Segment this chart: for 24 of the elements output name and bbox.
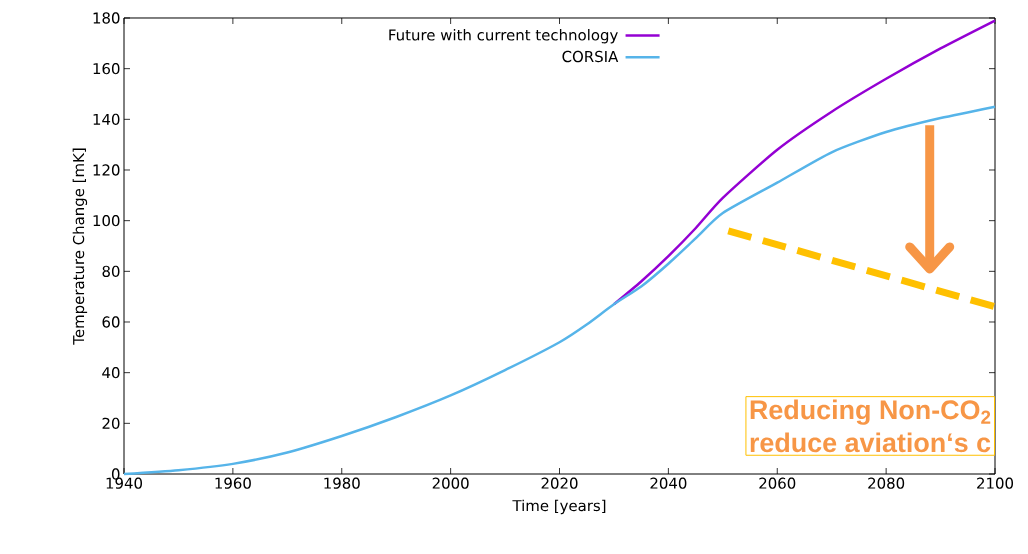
x-tick-label: 2060 xyxy=(759,477,796,489)
y-tick-label: 20 xyxy=(102,417,120,429)
line-series xyxy=(122,105,997,476)
x-tick-label: 2040 xyxy=(650,477,687,489)
y-tick-label: 120 xyxy=(93,164,120,176)
y-tick-label: 140 xyxy=(93,113,120,125)
y-tick-label: 60 xyxy=(102,316,120,328)
x-tick-label: 2080 xyxy=(868,477,905,489)
y-tick-label: 40 xyxy=(102,367,120,379)
x-axis-title: Time [years] xyxy=(512,499,606,515)
y-tick-label: 160 xyxy=(93,63,120,75)
annotation: reduce aviation‘s c xyxy=(750,432,991,453)
y-tick-label: 180 xyxy=(93,12,120,24)
x-tick-label: 1980 xyxy=(324,477,360,489)
y-axis-title: Temperature Change [mK] xyxy=(72,148,88,345)
y-tick-label: 80 xyxy=(102,265,120,277)
legend-label: Future with current technology xyxy=(389,29,618,44)
x-tick-label: 1960 xyxy=(215,477,251,489)
x-tick-label: 2000 xyxy=(432,477,469,489)
y-tick-label: 100 xyxy=(93,215,120,227)
legend-label: CORSIA xyxy=(562,50,619,63)
annotation: Reducing Non-CO$_{2}$ xyxy=(750,399,991,425)
x-tick-label: 2100 xyxy=(977,477,1014,489)
x-tick-label: 2020 xyxy=(541,477,578,489)
